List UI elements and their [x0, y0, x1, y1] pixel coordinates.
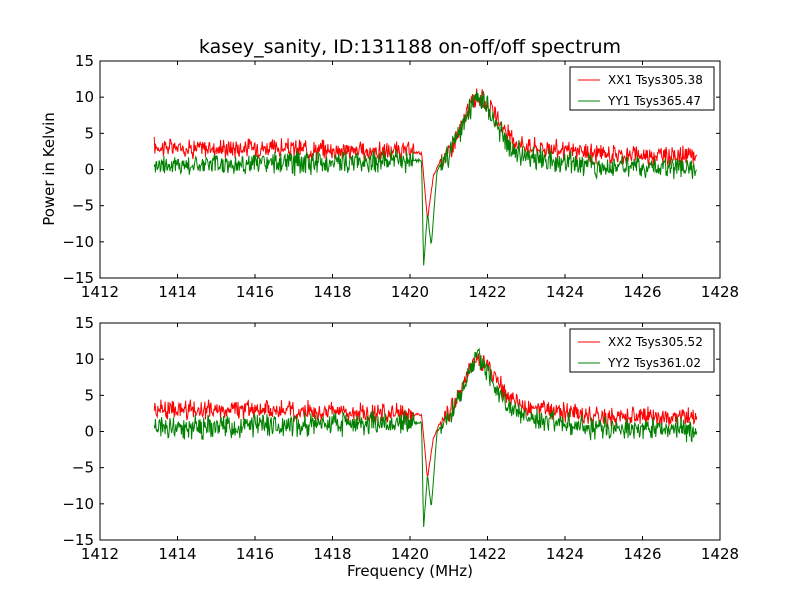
legend-label: XX1 Tsys305.38 [608, 73, 703, 87]
x-tick-label: 1418 [313, 545, 351, 563]
y-tick-label: 0 [84, 161, 94, 179]
y-tick-label: 5 [84, 386, 94, 404]
y-tick-label: −5 [72, 197, 94, 215]
y-tick-label: 5 [84, 124, 94, 142]
y-tick-label: −10 [62, 233, 94, 251]
y-tick-label: 10 [75, 350, 94, 368]
y-tick-label: 15 [75, 52, 94, 70]
y-tick-label: −10 [62, 495, 94, 513]
y-tick-label: 10 [75, 88, 94, 106]
legend-box [569, 66, 715, 111]
x-axis-label: Frequency (MHz) [347, 562, 473, 580]
legend-box [569, 328, 715, 373]
x-tick-label: 1428 [701, 283, 739, 301]
series-line-yy [153, 347, 698, 527]
series-line-yy [153, 91, 697, 266]
x-tick-label: 1412 [81, 283, 119, 301]
series-group [153, 88, 698, 266]
y-tick-label: 15 [75, 314, 94, 332]
top-panel: 1412 1414 1416 1418 1420 1422 1424 1426 1428 −15 −… [62, 52, 739, 301]
x-tick-label: 1414 [158, 283, 196, 301]
legend-label: YY2 Tsys361.02 [607, 356, 701, 370]
legend-label: XX2 Tsys305.52 [608, 335, 703, 349]
chart-title: kasey_sanity, ID:131188 on-off/off spect… [199, 36, 621, 58]
x-tick-label: 1416 [236, 283, 274, 301]
y-tick-label: 0 [84, 423, 94, 441]
x-tick-label: 1422 [468, 545, 506, 563]
legend: XX1 Tsys305.38 YY1 Tsys365.47 [569, 66, 715, 111]
y-tick-label: −5 [72, 459, 94, 477]
x-tick-label: 1422 [468, 283, 506, 301]
legend-label: YY1 Tsys365.47 [607, 94, 701, 108]
legend: XX2 Tsys305.52 YY2 Tsys361.02 [569, 328, 715, 373]
series-line-xx [153, 88, 698, 219]
x-tick-label: 1420 [391, 545, 429, 563]
x-tick-label: 1428 [701, 545, 739, 563]
bottom-panel: 1412 1414 1416 1418 1420 1422 1424 1426 1428 −15 −… [62, 314, 739, 563]
y-tick-label: −15 [62, 531, 94, 549]
y-axis-label: Power in Kelvin [40, 112, 58, 226]
x-tick-label: 1426 [623, 283, 661, 301]
x-tick-label: 1416 [236, 545, 274, 563]
x-tick-label: 1424 [546, 545, 584, 563]
x-tick-label: 1426 [623, 545, 661, 563]
x-tick-label: 1418 [313, 283, 351, 301]
x-tick-label: 1420 [391, 283, 429, 301]
x-tick-label: 1412 [81, 545, 119, 563]
x-tick-label: 1424 [546, 283, 584, 301]
y-tick-label: −15 [62, 269, 94, 287]
series-group [153, 347, 698, 527]
x-tick-label: 1414 [158, 545, 196, 563]
